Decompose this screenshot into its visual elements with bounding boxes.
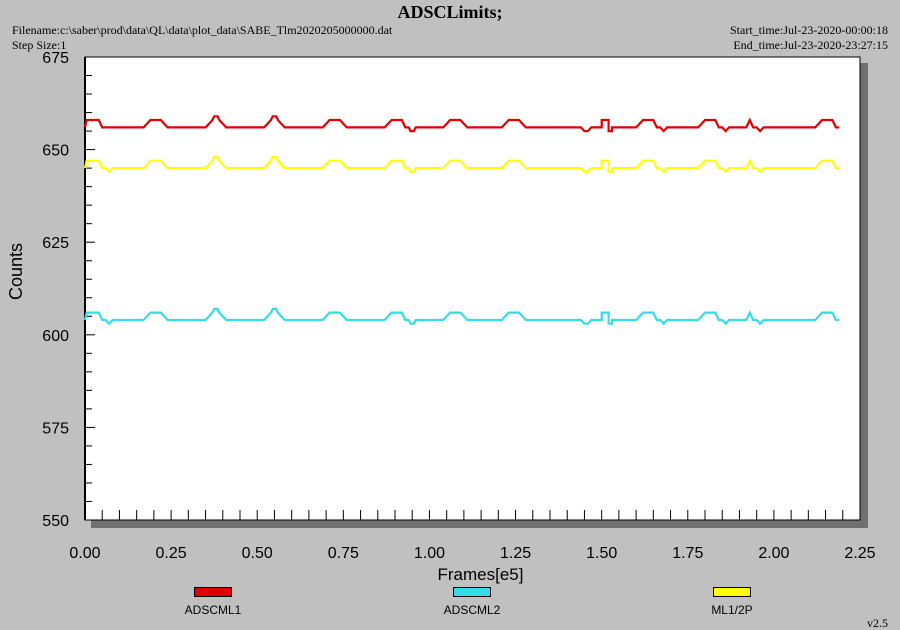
end-time-text: End_time:Jul-23-2020-23:27:15 [733,38,888,52]
legend-swatch [453,587,491,597]
step-size-text: Step Size:1 [12,38,67,52]
x-axis-label: Frames[e5] [438,565,524,584]
legend-label: ML1/2P [711,603,753,617]
legend-swatch [713,587,751,597]
x-tick-label: 1.75 [672,545,703,562]
series-line-ml1-2p [83,155,840,174]
legend-item: ADSCML1 [153,587,273,617]
legend-label: ADSCML2 [443,603,501,617]
legend-swatch [194,587,232,597]
y-tick-label: 650 [42,143,69,160]
x-tick-label: 0.25 [156,545,187,562]
start-time-text: Start_time:Jul-23-2020-00:00:18 [730,23,888,37]
x-tick-label: 0.50 [242,545,273,562]
legend-item: ML1/2P [672,587,792,617]
chart-title: ADSCLimits; [397,2,503,22]
series-line-adscml2 [83,307,840,326]
x-tick-label: 1.50 [586,545,617,562]
x-tick-label: 2.00 [758,545,789,562]
x-tick-label: 0.75 [328,545,359,562]
y-tick-label: 625 [42,235,69,252]
legend-label: ADSCML1 [184,603,242,617]
x-tick-label: 2.25 [844,545,875,562]
y-tick-label: 600 [42,328,69,345]
plot-background [84,56,861,521]
y-tick-label: 575 [42,420,69,437]
y-tick-label: 675 [42,50,69,67]
legend-item: ADSCML2 [412,587,532,617]
version-text: v2.5 [867,616,888,630]
x-tick-label: 0.00 [69,545,100,562]
filename-text: Filename:c:\saber\prod\data\QL\data\plot… [12,23,393,37]
y-axis-label: Counts [6,242,26,300]
x-tick-label: 1.25 [500,545,531,562]
series-line-adscml1 [83,115,840,133]
x-tick-label: 1.00 [414,545,445,562]
y-tick-label: 550 [42,513,69,530]
